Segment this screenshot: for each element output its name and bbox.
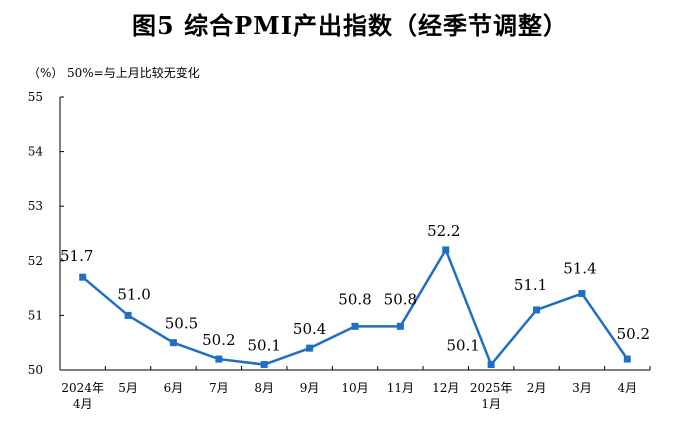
y-tick-label: 50 (28, 363, 43, 377)
data-label: 50.5 (165, 315, 198, 333)
x-tick-label: 7月 (209, 381, 229, 395)
data-label: 52.2 (427, 222, 460, 240)
x-tick-label: 5月 (118, 381, 138, 395)
data-point (351, 322, 359, 330)
data-point (578, 290, 586, 298)
data-point (215, 355, 223, 363)
x-tick-label: 10月 (341, 381, 368, 395)
x-tick-label: 12月 (432, 381, 459, 395)
y-tick-label: 53 (28, 199, 43, 213)
chart-title: 图5 综合PMI产出指数（经季节调整） (132, 11, 568, 40)
x-tick-label-line: 9月 (300, 381, 320, 395)
x-tick-label-line: 5月 (118, 381, 138, 395)
x-tick-label-line: 4月 (73, 397, 93, 411)
x-tick-label: 8月 (254, 381, 274, 395)
x-tick-label-line: 7月 (209, 381, 229, 395)
y-tick-label: 51 (28, 308, 43, 322)
x-tick-label-line: 8月 (254, 381, 274, 395)
data-point (623, 355, 631, 363)
x-tick-label: 6月 (164, 381, 184, 395)
x-tick-label: 2025年 1月 (470, 381, 513, 411)
data-label: 51.0 (117, 285, 150, 303)
data-point (169, 339, 177, 347)
data-point (124, 311, 132, 319)
x-tick-label-line: 6月 (164, 381, 184, 395)
data-label: 50.2 (617, 325, 650, 343)
x-tick-label: 11月 (387, 381, 414, 395)
x-tick-label-line: 2024年 (61, 381, 104, 395)
y-tick-label: 52 (28, 254, 43, 268)
data-label: 51.1 (514, 276, 547, 294)
x-tick-label-line: 2025年 (470, 381, 513, 395)
data-point (396, 322, 404, 330)
x-tick-label: 9月 (300, 381, 320, 395)
x-tick-label: 3月 (572, 381, 592, 395)
x-tick-label-line: 1月 (481, 397, 501, 411)
baseline-note: 50%=与上月比较无变化 (67, 66, 200, 80)
data-label: 50.1 (248, 337, 281, 355)
x-tick-label-line: 10月 (341, 381, 368, 395)
x-tick-label-line: 3月 (572, 381, 592, 395)
x-tick-label: 4月 (617, 381, 637, 395)
data-point (533, 306, 541, 314)
data-label: 50.4 (293, 320, 326, 338)
data-label: 50.2 (202, 331, 235, 349)
data-label: 51.4 (563, 260, 596, 278)
x-tick-label: 2月 (527, 381, 547, 395)
data-point (306, 344, 314, 352)
x-tick-label-line: 11月 (387, 381, 414, 395)
data-point (487, 361, 495, 369)
y-axis-unit: （%） (28, 66, 64, 80)
y-tick-label: 54 (28, 145, 44, 159)
data-point (442, 246, 450, 254)
x-tick-label-line: 4月 (617, 381, 637, 395)
x-tick-label-line: 2月 (527, 381, 547, 395)
x-tick-label-line: 12月 (432, 381, 459, 395)
data-point (79, 273, 87, 281)
data-label: 50.1 (446, 337, 479, 355)
data-label: 51.7 (60, 247, 93, 265)
data-label: 50.8 (338, 290, 371, 308)
data-label: 50.8 (384, 290, 417, 308)
x-tick-label: 2024年 4月 (61, 381, 104, 411)
y-tick-label: 55 (28, 90, 43, 104)
data-point (260, 361, 268, 369)
